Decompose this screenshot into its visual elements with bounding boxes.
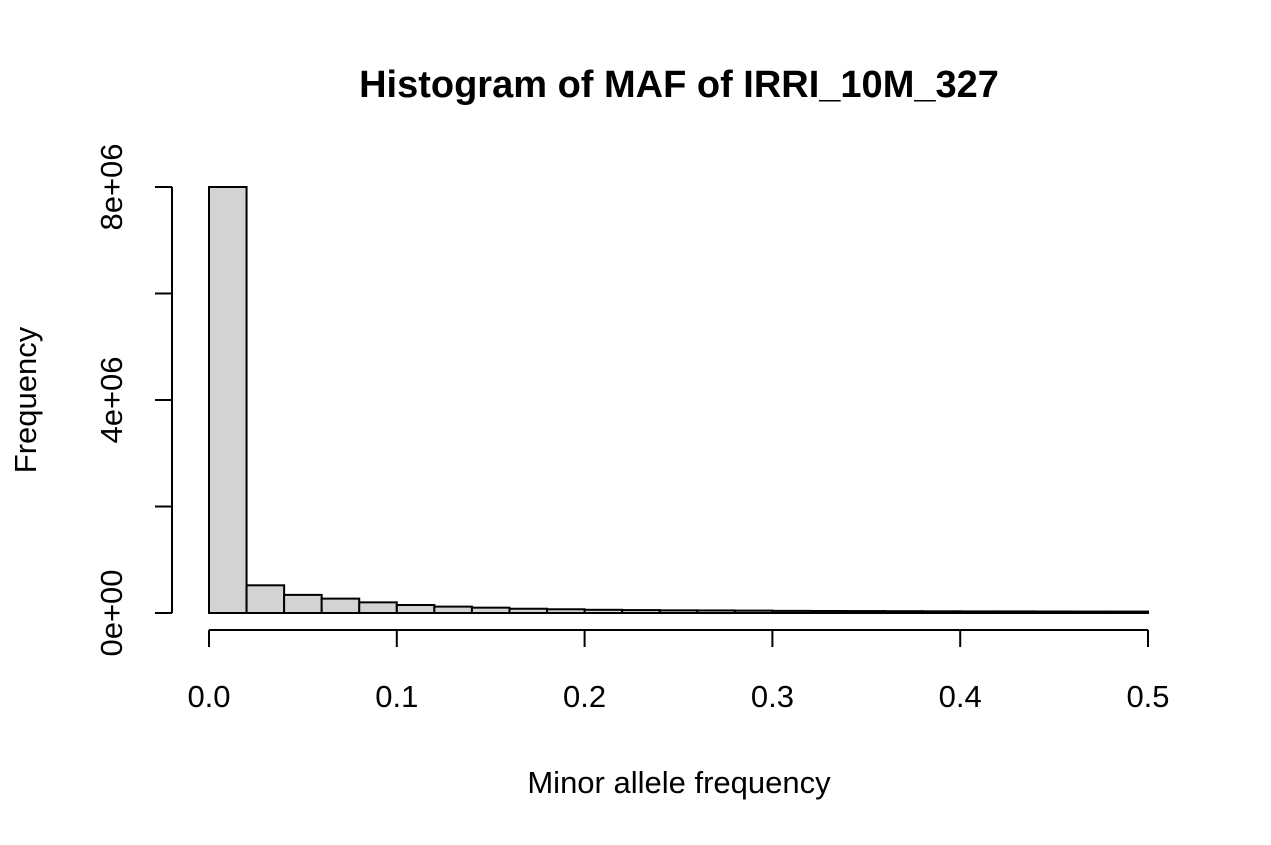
histogram-bar	[1034, 610, 1074, 615]
histogram-bar	[208, 186, 248, 614]
x-tick-label: 0.4	[939, 679, 982, 714]
y-axis: 0e+00 4e+06 8e+06	[94, 143, 173, 657]
x-tick-label: 0.0	[187, 679, 230, 714]
histogram-bar	[808, 609, 849, 614]
y-axis-label: Frequency	[8, 326, 43, 473]
histogram-bar	[846, 610, 887, 615]
x-axis-label: Minor allele frequency	[527, 765, 831, 800]
histogram-bar	[508, 607, 549, 614]
histogram-bar	[1109, 610, 1149, 614]
histogram-bar	[470, 606, 511, 614]
histogram-bar	[395, 604, 436, 615]
histogram-bar	[320, 597, 361, 614]
chart-title: Histogram of MAF of IRRI_10M_327	[359, 64, 999, 106]
histogram-bar	[283, 593, 323, 615]
histogram-bar	[696, 609, 736, 615]
x-tick-label: 0.3	[751, 679, 794, 714]
bars-group	[208, 186, 1149, 615]
y-tick-label: 0e+00	[94, 569, 129, 656]
histogram-bar	[546, 608, 586, 615]
y-tick-label: 4e+06	[94, 356, 129, 443]
histogram-bar	[1071, 610, 1112, 614]
histogram-bar	[433, 605, 473, 614]
histogram-bar	[733, 609, 774, 614]
histogram-bar	[245, 584, 286, 614]
y-tick-label: 8e+06	[94, 143, 129, 230]
histogram-bar	[996, 610, 1037, 615]
x-tick-label: 0.5	[1126, 679, 1169, 714]
histogram-bar	[658, 609, 699, 615]
histogram-bar	[358, 601, 398, 614]
histogram-bar	[884, 610, 924, 615]
histogram-bar	[921, 610, 962, 614]
histogram-bar	[959, 610, 999, 615]
histogram-bar	[621, 609, 661, 615]
x-axis: 0.0 0.1 0.2 0.3 0.4 0.5	[187, 629, 1170, 714]
histogram-bar	[583, 608, 624, 614]
histogram-bar	[771, 609, 811, 614]
x-tick-label: 0.2	[563, 679, 606, 714]
x-tick-label: 0.1	[375, 679, 418, 714]
